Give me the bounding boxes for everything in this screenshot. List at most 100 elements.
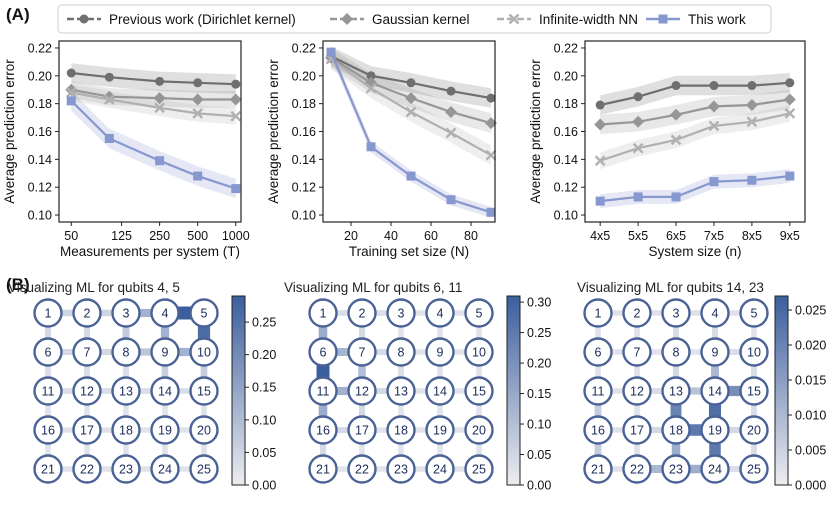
data-point xyxy=(365,82,377,94)
qubit-node: 6 xyxy=(308,337,338,367)
qubit-label: 6 xyxy=(320,346,327,360)
qubit-node: 11 xyxy=(33,376,63,406)
data-point xyxy=(193,78,203,88)
x-tick-label: 60 xyxy=(424,229,438,243)
y-tick-label: 0.12 xyxy=(292,181,316,195)
x-tick-label: 4x5 xyxy=(590,229,610,243)
qubit-label: 19 xyxy=(708,424,722,438)
x-tick-label: 250 xyxy=(149,229,170,243)
qubit-circle xyxy=(347,298,377,328)
colorbar-tick-label: 0.00 xyxy=(527,479,551,493)
colorbar xyxy=(506,295,521,486)
qubit-circle xyxy=(622,337,652,367)
qubit-label: 17 xyxy=(630,424,644,438)
qubit-circle xyxy=(700,415,730,445)
legend-label: Previous work (Dirichlet kernel) xyxy=(109,12,296,27)
x-tick-label: 50 xyxy=(64,229,78,243)
y-tick-label: 0.10 xyxy=(292,209,316,223)
qubit-node: 25 xyxy=(464,454,494,484)
panel-label-b: (B) xyxy=(6,275,30,294)
y-tick-label: 0.12 xyxy=(28,181,52,195)
qubit-label: 2 xyxy=(634,307,641,321)
qubit-node: 9 xyxy=(700,337,730,367)
data-point xyxy=(485,149,497,161)
qubit-label: 2 xyxy=(359,307,366,321)
qubit-node: 25 xyxy=(189,454,219,484)
y-tick-label: 0.14 xyxy=(292,153,316,167)
qubit-circle xyxy=(583,454,613,484)
data-point xyxy=(670,134,682,146)
qubit-label: 19 xyxy=(158,424,172,438)
qubit-circle xyxy=(189,337,219,367)
qubit-circle xyxy=(739,337,769,367)
qubit-circle xyxy=(622,454,652,484)
qubit-circle xyxy=(189,376,219,406)
qubit-label: 7 xyxy=(84,346,91,360)
qubit-circle xyxy=(150,298,180,328)
data-point xyxy=(192,108,204,119)
qubit-label: 14 xyxy=(158,385,172,399)
qubit-label: 8 xyxy=(673,346,680,360)
data-point xyxy=(406,171,416,181)
qubit-circle xyxy=(425,337,455,367)
qubit-label: 5 xyxy=(476,307,483,321)
y-tick-label: 0.12 xyxy=(554,181,578,195)
data-point xyxy=(366,142,376,152)
x-tick-label: 20 xyxy=(344,229,358,243)
data-point xyxy=(785,171,795,181)
qubit-node: 6 xyxy=(33,337,63,367)
qubit-circle xyxy=(33,376,63,406)
qubit-label: 23 xyxy=(394,463,408,477)
y-tick-label: 0.18 xyxy=(292,97,316,111)
qubit-circle xyxy=(425,415,455,445)
qubit-node: 21 xyxy=(33,454,63,484)
qubit-circle xyxy=(111,337,141,367)
confidence-band xyxy=(331,49,491,165)
plot-measurements: 0.10 0.12 0.14 0.16 0.18 0.20 0.22 50 125 250 500 1… xyxy=(2,40,250,259)
qubit-label: 22 xyxy=(630,463,644,477)
data-point xyxy=(747,175,757,185)
data-point xyxy=(745,99,758,112)
qubit-circle xyxy=(111,376,141,406)
qubit-label: 18 xyxy=(119,424,133,438)
qubit-node: 4 xyxy=(425,298,455,328)
qubit-node: 17 xyxy=(622,415,652,445)
qubit-circle xyxy=(308,337,338,367)
qubit-node: 6 xyxy=(583,337,613,367)
qubit-circle xyxy=(583,337,613,367)
qubit-circle xyxy=(739,376,769,406)
qubit-node: 24 xyxy=(150,454,180,484)
data-point xyxy=(671,81,681,91)
legend-marker xyxy=(508,13,520,25)
legend-item: This work xyxy=(646,12,746,27)
qubit-circle xyxy=(661,376,691,406)
qubit-circle xyxy=(150,454,180,484)
legend-marker xyxy=(79,14,89,24)
panel-label-a: (A) xyxy=(6,5,30,24)
data-point xyxy=(104,133,114,143)
y-tick-label: 0.10 xyxy=(554,209,578,223)
qubit-circle xyxy=(150,376,180,406)
qubit-label: 9 xyxy=(712,346,719,360)
qubit-circle xyxy=(72,376,102,406)
series-line xyxy=(599,81,790,107)
qubit-node: 16 xyxy=(308,415,338,445)
qubit-label: 9 xyxy=(437,346,444,360)
qubit-label: 23 xyxy=(669,463,683,477)
grid-viz_14_23: Visualizing ML for qubits 14, 231 2 3 4 56 7 8… xyxy=(577,280,826,493)
data-point xyxy=(670,108,683,121)
x-tick-label: 500 xyxy=(187,229,208,243)
y-tick-label: 0.16 xyxy=(292,125,316,139)
data-point xyxy=(594,155,606,167)
qubit-circle xyxy=(700,298,730,328)
qubit-circle xyxy=(386,415,416,445)
y-tick-label: 0.10 xyxy=(28,209,52,223)
qubit-label: 1 xyxy=(320,307,327,321)
data-point xyxy=(486,93,496,103)
qubit-node: 3 xyxy=(386,298,416,328)
y-axis-label: Average prediction error xyxy=(528,59,543,204)
data-point xyxy=(633,92,643,102)
qubit-node: 19 xyxy=(150,415,180,445)
confidence-band xyxy=(331,46,491,218)
qubit-circle xyxy=(700,454,730,484)
